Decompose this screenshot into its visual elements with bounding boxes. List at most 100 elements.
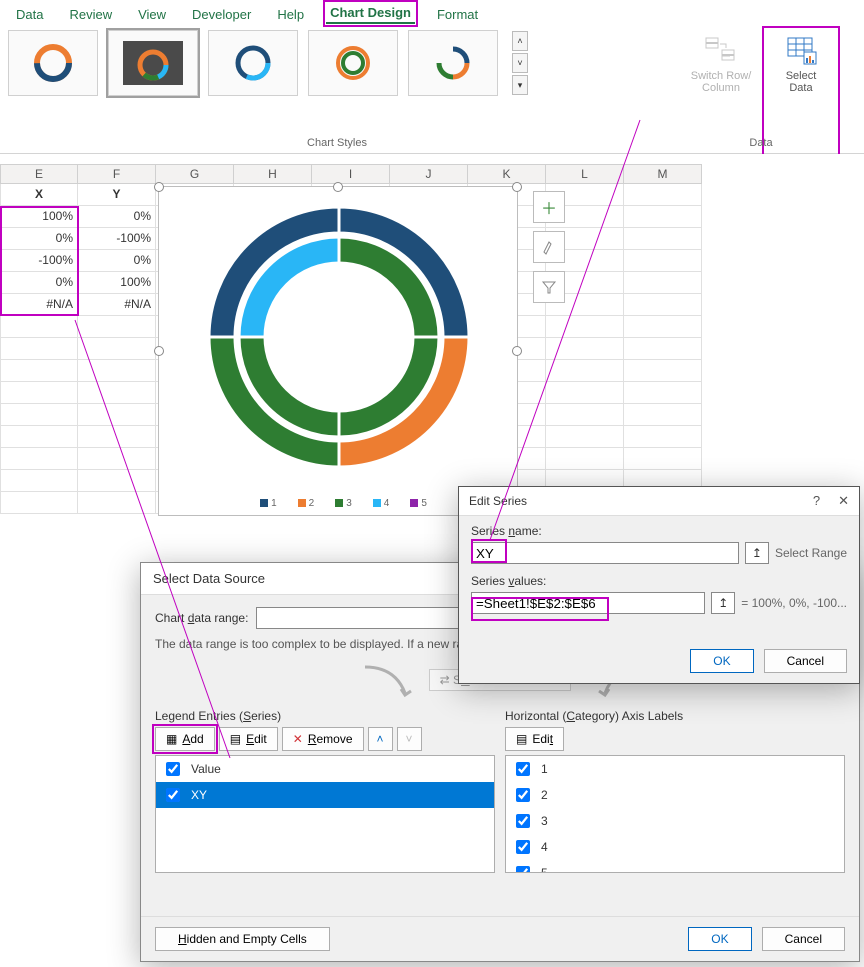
category-list-item[interactable]: 4 <box>506 834 844 860</box>
cell[interactable] <box>546 448 624 470</box>
scroll-down-icon[interactable]: ˅ <box>512 53 528 73</box>
cell[interactable] <box>546 426 624 448</box>
category-checkbox[interactable] <box>516 866 530 873</box>
cell[interactable] <box>0 448 78 470</box>
cell[interactable] <box>624 272 702 294</box>
column-header[interactable]: E <box>0 164 78 184</box>
cell[interactable] <box>624 382 702 404</box>
cell[interactable]: -100% <box>78 228 156 250</box>
cell[interactable] <box>624 404 702 426</box>
cell[interactable] <box>0 404 78 426</box>
cell[interactable] <box>0 382 78 404</box>
chart-styles-gallery[interactable]: ˄ ˅ ▾ <box>8 30 666 96</box>
category-list-item[interactable]: 2 <box>506 782 844 808</box>
range-picker-button[interactable]: ↥ <box>745 542 769 564</box>
cell[interactable]: X <box>0 184 78 206</box>
tab-developer[interactable]: Developer <box>188 5 255 24</box>
cell[interactable] <box>624 426 702 448</box>
close-icon[interactable]: ✕ <box>838 493 849 509</box>
chart-add-element-button[interactable]: ＋ <box>533 191 565 223</box>
scroll-more-icon[interactable]: ▾ <box>512 75 528 95</box>
cell[interactable] <box>624 448 702 470</box>
category-checkbox[interactable] <box>516 788 530 802</box>
series-checkbox[interactable] <box>166 762 180 776</box>
cell[interactable] <box>624 360 702 382</box>
cell[interactable] <box>546 382 624 404</box>
column-header[interactable]: J <box>390 164 468 184</box>
cell[interactable] <box>624 206 702 228</box>
gallery-scroll[interactable]: ˄ ˅ ▾ <box>512 31 528 95</box>
cell[interactable] <box>0 492 78 514</box>
cell[interactable]: 0% <box>78 206 156 228</box>
cell[interactable] <box>546 338 624 360</box>
cell[interactable] <box>624 338 702 360</box>
cell[interactable] <box>546 316 624 338</box>
column-header[interactable]: H <box>234 164 312 184</box>
series-list-item[interactable]: Value <box>156 756 494 782</box>
chart-styles-button[interactable] <box>533 231 565 263</box>
worksheet[interactable]: EFGHIJKLM XY100%0%0%-100%-100%0%0%100%#N… <box>0 154 864 534</box>
category-list-item[interactable]: 1 <box>506 756 844 782</box>
cell[interactable] <box>0 360 78 382</box>
help-icon[interactable]: ? <box>813 493 820 509</box>
series-list-item[interactable]: XY <box>156 782 494 808</box>
chart-style-thumb[interactable] <box>108 30 198 96</box>
chart-style-thumb[interactable] <box>8 30 98 96</box>
cell[interactable] <box>0 470 78 492</box>
category-checkbox[interactable] <box>516 762 530 776</box>
tab-data[interactable]: Data <box>12 5 47 24</box>
series-list[interactable]: Value XY <box>155 755 495 873</box>
cell[interactable] <box>78 382 156 404</box>
resize-handle[interactable] <box>512 346 522 356</box>
cell[interactable] <box>624 250 702 272</box>
tab-review[interactable]: Review <box>65 5 116 24</box>
ok-button[interactable]: OK <box>690 649 753 673</box>
cell[interactable] <box>78 448 156 470</box>
cell[interactable]: 100% <box>78 272 156 294</box>
column-header[interactable]: M <box>624 164 702 184</box>
cell[interactable] <box>624 184 702 206</box>
cell[interactable] <box>546 404 624 426</box>
resize-handle[interactable] <box>333 182 343 192</box>
cell[interactable] <box>78 404 156 426</box>
tab-view[interactable]: View <box>134 5 170 24</box>
range-picker-button[interactable]: ↥ <box>711 592 735 614</box>
cell[interactable] <box>78 426 156 448</box>
column-header[interactable]: F <box>78 164 156 184</box>
scroll-up-icon[interactable]: ˄ <box>512 31 528 51</box>
series-values-input[interactable] <box>471 592 705 614</box>
tab-format[interactable]: Format <box>433 5 482 24</box>
cell[interactable]: #N/A <box>0 294 78 316</box>
category-list-item[interactable]: 5 <box>506 860 844 873</box>
cell[interactable] <box>546 360 624 382</box>
move-up-button[interactable]: ˄ <box>368 727 393 751</box>
chart-style-thumb[interactable] <box>308 30 398 96</box>
column-header[interactable]: G <box>156 164 234 184</box>
add-series-button[interactable]: ▦Add <box>155 727 215 751</box>
column-header[interactable]: K <box>468 164 546 184</box>
cell[interactable]: 0% <box>0 228 78 250</box>
cell[interactable]: 100% <box>0 206 78 228</box>
category-list[interactable]: 1 2 3 4 5 <box>505 755 845 873</box>
series-name-input[interactable] <box>471 542 739 564</box>
tab-help[interactable]: Help <box>273 5 308 24</box>
category-list-item[interactable]: 3 <box>506 808 844 834</box>
cell[interactable] <box>78 338 156 360</box>
cell[interactable] <box>624 228 702 250</box>
cell[interactable]: -100% <box>0 250 78 272</box>
cancel-button[interactable]: Cancel <box>764 649 847 673</box>
remove-series-button[interactable]: ✕Remove <box>282 727 364 751</box>
resize-handle[interactable] <box>154 346 164 356</box>
series-checkbox[interactable] <box>166 788 180 802</box>
cell[interactable] <box>624 316 702 338</box>
hidden-empty-cells-button[interactable]: Hidden and Empty Cells <box>155 927 330 951</box>
cell[interactable] <box>78 360 156 382</box>
chart-style-thumb[interactable] <box>208 30 298 96</box>
ok-button[interactable]: OK <box>688 927 751 951</box>
cell[interactable] <box>0 426 78 448</box>
cell[interactable] <box>78 316 156 338</box>
cell[interactable]: #N/A <box>78 294 156 316</box>
tab-chart-design[interactable]: Chart Design <box>326 3 415 24</box>
resize-handle[interactable] <box>154 182 164 192</box>
cancel-button[interactable]: Cancel <box>762 927 845 951</box>
